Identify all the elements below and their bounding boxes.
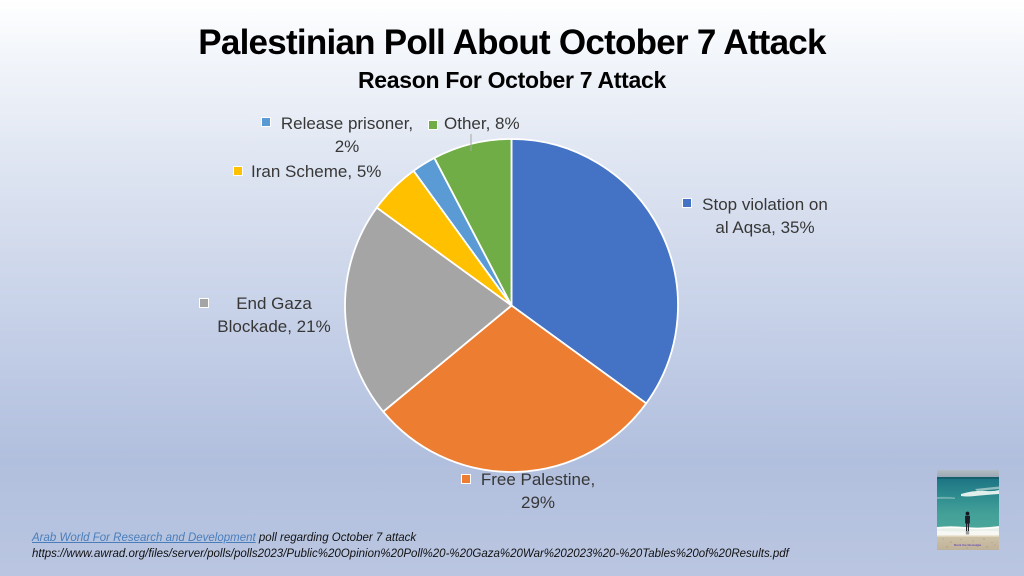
svg-text:Rock the Nostalgia: Rock the Nostalgia [954,543,981,547]
